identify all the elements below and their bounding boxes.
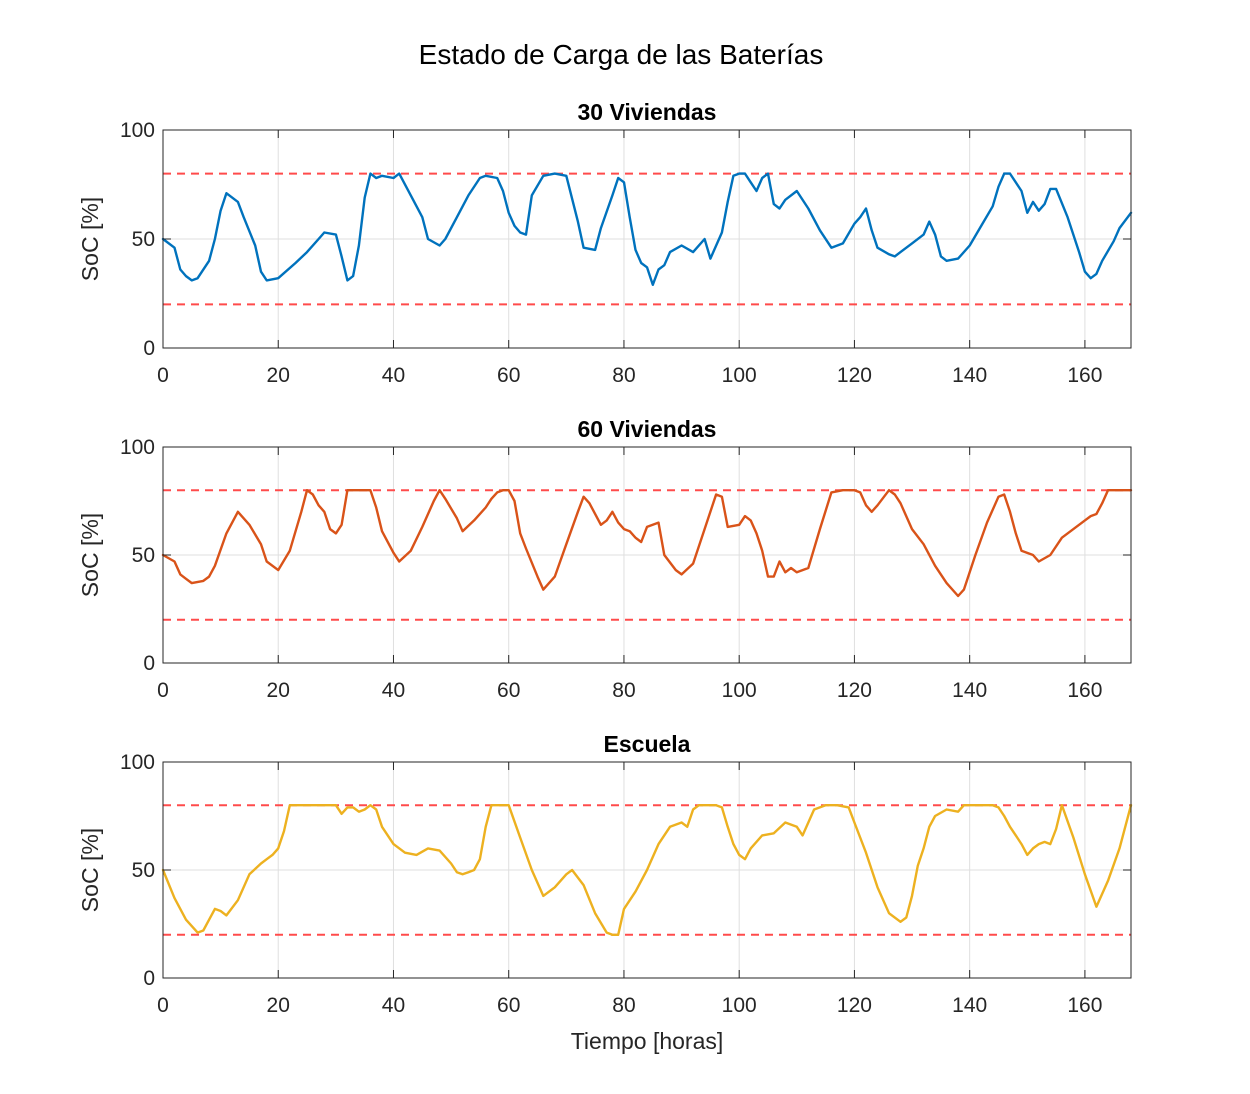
subplot-title: 30 Viviendas (578, 99, 717, 125)
x-tick-label: 80 (612, 364, 635, 387)
subplot-3: 0 20 40 60 80 100 120 140 160 0 50 100 Escuela SoC [%… (77, 731, 1133, 1017)
x-tick-label: 40 (382, 994, 405, 1017)
figure-title: Estado de Carga de las Baterías (419, 39, 824, 70)
y-tick-label: 0 (143, 652, 155, 675)
y-tick-label: 50 (132, 859, 155, 882)
x-tick-label: 100 (722, 994, 757, 1017)
subplot-1: 0 20 40 60 80 100 120 140 160 0 50 100 30 Viviendas S… (77, 99, 1133, 387)
x-tick-label: 160 (1067, 994, 1102, 1017)
subplot-2: 0 20 40 60 80 100 120 140 160 0 50 100 60 Viviendas S… (77, 416, 1133, 702)
subplot-title: 60 Viviendas (578, 416, 717, 442)
x-tick-label: 0 (157, 679, 169, 702)
soc-series-line (161, 489, 1133, 598)
x-tick-label: 40 (382, 364, 405, 387)
y-tick-label: 0 (143, 967, 155, 990)
subplot-panels: 0 20 40 60 80 100 120 140 160 0 50 100 30 Viviendas S… (77, 99, 1133, 1017)
x-tick-label: 160 (1067, 679, 1102, 702)
y-tick-label: 100 (120, 751, 155, 774)
x-tick-label: 80 (612, 679, 635, 702)
x-tick-label: 0 (157, 364, 169, 387)
x-tick-label: 80 (612, 994, 635, 1017)
x-tick-label: 140 (952, 679, 987, 702)
y-tick-label: 50 (132, 228, 155, 251)
y-tick-label: 0 (143, 337, 155, 360)
x-tick-label: 120 (837, 679, 872, 702)
soc-series-line (161, 804, 1133, 936)
x-tick-label: 120 (837, 364, 872, 387)
x-tick-label: 20 (267, 364, 290, 387)
x-tick-label: 20 (267, 679, 290, 702)
x-tick-label: 20 (267, 994, 290, 1017)
x-tick-label: 40 (382, 679, 405, 702)
x-tick-label: 140 (952, 994, 987, 1017)
x-tick-label: 140 (952, 364, 987, 387)
x-tick-label: 120 (837, 994, 872, 1017)
y-tick-label: 50 (132, 544, 155, 567)
y-tick-label: 100 (120, 119, 155, 142)
x-tick-label: 100 (722, 679, 757, 702)
subplot-title: Escuela (604, 731, 691, 757)
x-axis-label: Tiempo [horas] (571, 1028, 724, 1054)
x-tick-label: 160 (1067, 364, 1102, 387)
y-axis-label: SoC [%] (77, 513, 103, 597)
x-tick-label: 60 (497, 679, 520, 702)
x-tick-label: 100 (722, 364, 757, 387)
y-axis-label: SoC [%] (77, 828, 103, 912)
soc-series-line (161, 172, 1133, 286)
y-axis-label: SoC [%] (77, 197, 103, 281)
x-tick-label: 60 (497, 364, 520, 387)
x-tick-label: 60 (497, 994, 520, 1017)
y-tick-label: 100 (120, 436, 155, 459)
x-tick-label: 0 (157, 994, 169, 1017)
